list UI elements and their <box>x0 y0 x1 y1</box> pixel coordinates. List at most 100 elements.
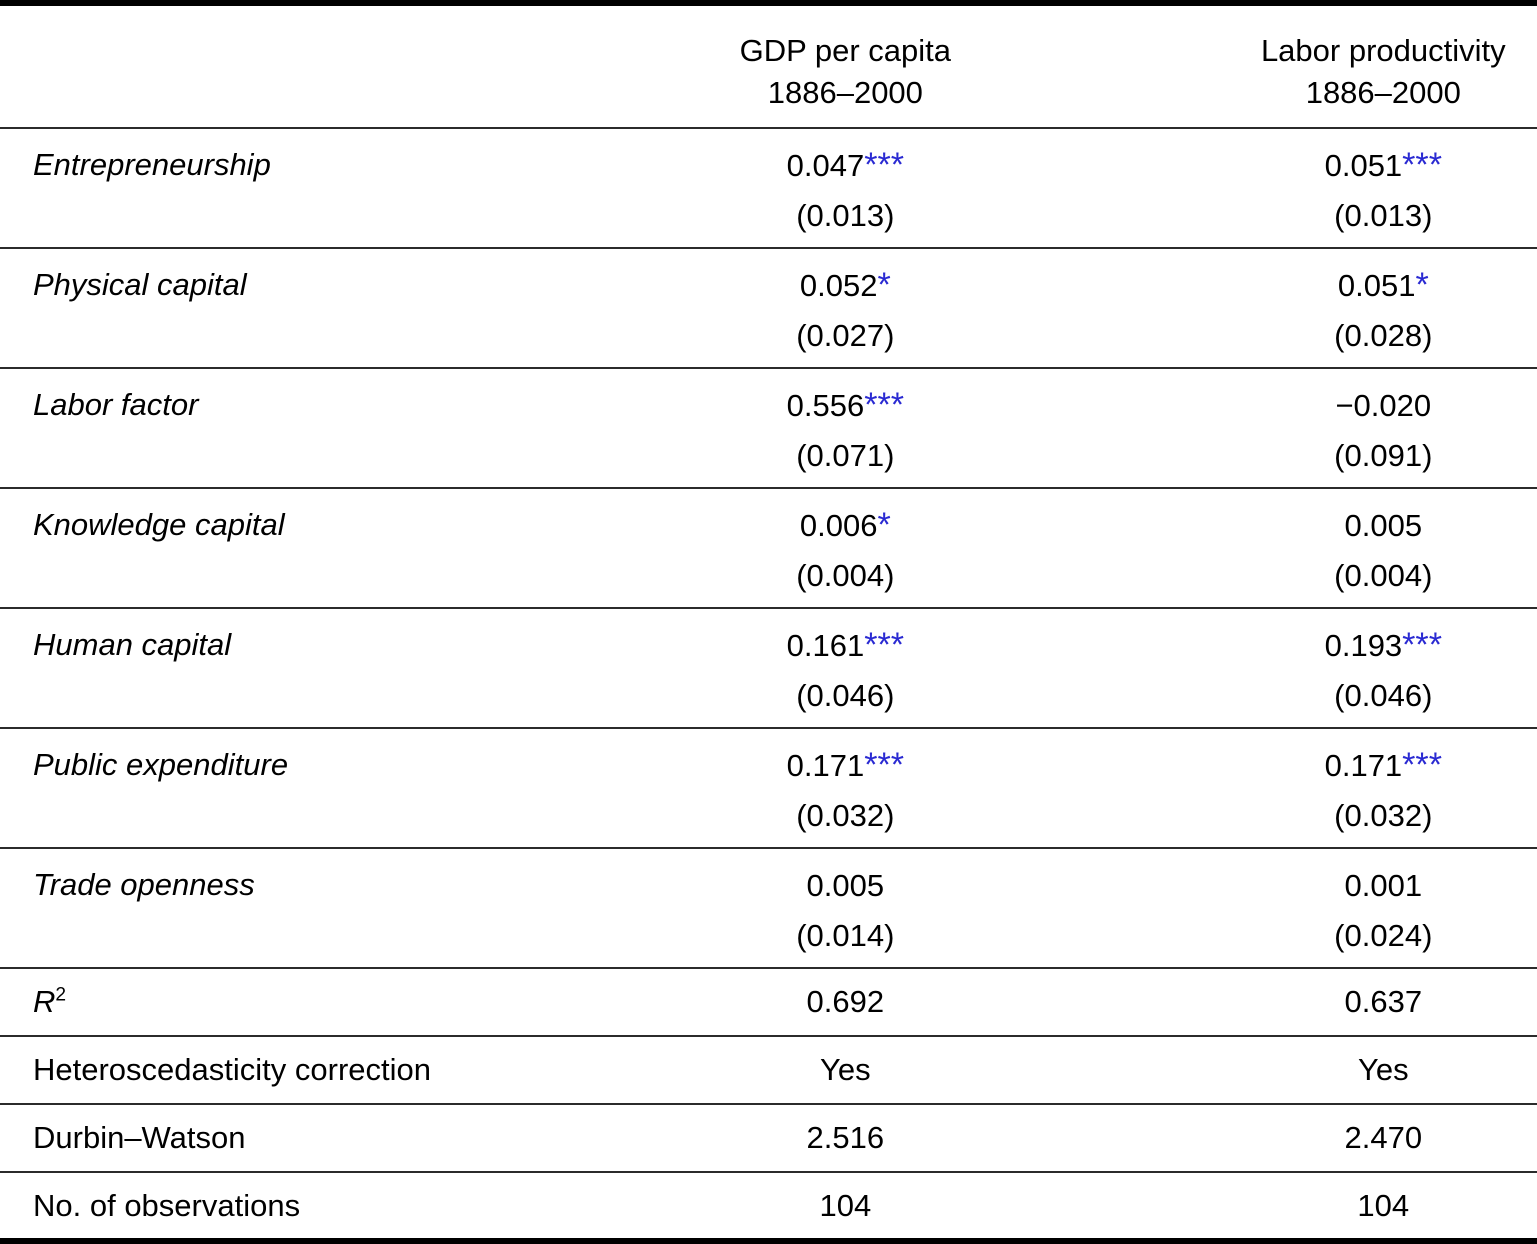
row-label-text: Durbin–Watson <box>33 1120 246 1155</box>
coef-cell: 0.193*** (0.046) <box>1230 609 1537 727</box>
standard-error: (0.013) <box>1334 198 1433 233</box>
significance-stars: *** <box>864 626 905 664</box>
row-label: Entrepreneurship <box>0 129 461 247</box>
row-label: R2 <box>0 984 461 1020</box>
standard-error: (0.028) <box>1334 318 1433 353</box>
standard-error: (0.046) <box>1334 678 1433 713</box>
coefficient-number: 0.001 <box>1344 868 1423 903</box>
table-row-observations: No. of observations 104 104 <box>0 1171 1537 1239</box>
coef-cell: 0.051* (0.028) <box>1230 249 1537 367</box>
coefficient-number: 0.006 <box>799 508 878 543</box>
coefficient-value: 0.005 <box>461 865 1230 906</box>
header-empty-cell <box>0 6 461 127</box>
significance-stars: *** <box>1402 626 1442 664</box>
coefficient-value: −0.020 <box>1230 385 1537 426</box>
coefficient-number: 0.051 <box>1324 148 1403 183</box>
row-label: Public expenditure <box>0 729 461 847</box>
row-label-text: Trade openness <box>33 867 255 902</box>
r-squared-exponent: 2 <box>55 984 67 1006</box>
standard-error: (0.091) <box>1334 438 1433 473</box>
coef-cell: 0.005 (0.014) <box>461 849 1230 967</box>
header-col-gdp-period: 1886–2000 <box>767 75 923 110</box>
table-row-physical-capital: Physical capital 0.052* (0.027) 0.051* (… <box>0 247 1537 367</box>
table-row-public-expenditure: Public expenditure 0.171*** (0.032) 0.17… <box>0 727 1537 847</box>
table-row-entrepreneurship: Entrepreneurship 0.047*** (0.013) 0.051*… <box>0 127 1537 247</box>
coefficient-number: 0.171 <box>1324 748 1403 783</box>
header-col-labor-period: 1886–2000 <box>1305 75 1461 110</box>
coef-cell: 0.001 (0.024) <box>1230 849 1537 967</box>
row-label-text: Labor factor <box>33 387 199 422</box>
significance-stars: * <box>877 266 891 304</box>
row-label-text: Entrepreneurship <box>33 147 271 182</box>
table-row-durbin-watson: Durbin–Watson 2.516 2.470 <box>0 1103 1537 1171</box>
row-label: Durbin–Watson <box>0 1120 461 1156</box>
coefficient-value: 0.556*** <box>461 385 1230 426</box>
significance-stars: * <box>1415 266 1429 304</box>
coef-cell: 0.171*** (0.032) <box>461 729 1230 847</box>
row-label: Heteroscedasticity correction <box>0 1052 461 1088</box>
row-label-text: Heteroscedasticity correction <box>33 1052 431 1087</box>
r-squared-symbol: R <box>33 984 56 1019</box>
standard-error: (0.013) <box>796 198 895 233</box>
stat-value: Yes <box>1358 1052 1409 1087</box>
table-row-trade-openness: Trade openness 0.005 (0.014) 0.001 (0.02… <box>0 847 1537 967</box>
header-col-gdp: GDP per capita 1886–2000 <box>461 6 1230 127</box>
coefficient-value: 0.171*** <box>461 745 1230 786</box>
row-label-text: Human capital <box>33 627 232 662</box>
standard-error: (0.071) <box>796 438 895 473</box>
coefficient-value: 0.001 <box>1230 865 1537 906</box>
coefficient-number: 0.556 <box>786 388 865 423</box>
standard-error: (0.014) <box>796 918 895 953</box>
coefficient-number: 0.005 <box>1344 508 1423 543</box>
significance-stars: *** <box>864 146 905 184</box>
stat-value: 0.692 <box>806 984 885 1019</box>
coefficient-value: 0.171*** <box>1230 745 1537 786</box>
significance-stars: *** <box>864 746 905 784</box>
header-col-labor: Labor productivity 1886–2000 <box>1230 6 1537 127</box>
header-col-labor-title: Labor productivity <box>1260 33 1506 68</box>
coefficient-number: 0.161 <box>786 628 865 663</box>
table-row-labor-factor: Labor factor 0.556*** (0.071) −0.020 (0.… <box>0 367 1537 487</box>
coefficient-number: 0.052 <box>799 268 878 303</box>
stat-value: Yes <box>820 1052 871 1087</box>
row-label: Physical capital <box>0 249 461 367</box>
stat-value: 2.470 <box>1344 1120 1423 1155</box>
coefficient-value: 0.051*** <box>1230 145 1537 186</box>
row-label: No. of observations <box>0 1188 461 1224</box>
standard-error: (0.032) <box>1334 798 1433 833</box>
table-row-human-capital: Human capital 0.161*** (0.046) 0.193*** … <box>0 607 1537 727</box>
significance-stars: *** <box>1402 146 1442 184</box>
stat-value: 0.637 <box>1344 984 1423 1019</box>
significance-stars: *** <box>1402 746 1442 784</box>
stat-value: 2.516 <box>806 1120 885 1155</box>
row-label-text: No. of observations <box>33 1188 301 1223</box>
coef-cell: 0.006* (0.004) <box>461 489 1230 607</box>
coefficient-number: 0.005 <box>806 868 885 903</box>
significance-stars: *** <box>864 386 905 424</box>
row-label-text: Knowledge capital <box>33 507 285 542</box>
coefficient-value: 0.005 <box>1230 505 1537 546</box>
coef-cell: 0.051*** (0.013) <box>1230 129 1537 247</box>
coefficient-value: 0.193*** <box>1230 625 1537 666</box>
table-row-heteroscedasticity: Heteroscedasticity correction Yes Yes <box>0 1035 1537 1103</box>
stat-value: 104 <box>819 1188 872 1223</box>
coefficient-number: 0.051 <box>1337 268 1416 303</box>
table-row-knowledge-capital: Knowledge capital 0.006* (0.004) 0.005 (… <box>0 487 1537 607</box>
row-label-text: Physical capital <box>33 267 247 302</box>
standard-error: (0.027) <box>796 318 895 353</box>
row-label-text: Public expenditure <box>33 747 289 782</box>
standard-error: (0.046) <box>796 678 895 713</box>
significance-stars: * <box>877 506 891 544</box>
standard-error: (0.024) <box>1334 918 1433 953</box>
standard-error: (0.004) <box>1334 558 1433 593</box>
stat-value: 104 <box>1357 1188 1410 1223</box>
coef-cell: 0.171*** (0.032) <box>1230 729 1537 847</box>
coefficient-number: −0.020 <box>1335 388 1432 423</box>
coef-cell: 0.556*** (0.071) <box>461 369 1230 487</box>
coef-cell: 0.047*** (0.013) <box>461 129 1230 247</box>
row-label: Trade openness <box>0 849 461 967</box>
coefficient-number: 0.047 <box>786 148 865 183</box>
standard-error: (0.004) <box>796 558 895 593</box>
coefficient-number: 0.193 <box>1324 628 1403 663</box>
